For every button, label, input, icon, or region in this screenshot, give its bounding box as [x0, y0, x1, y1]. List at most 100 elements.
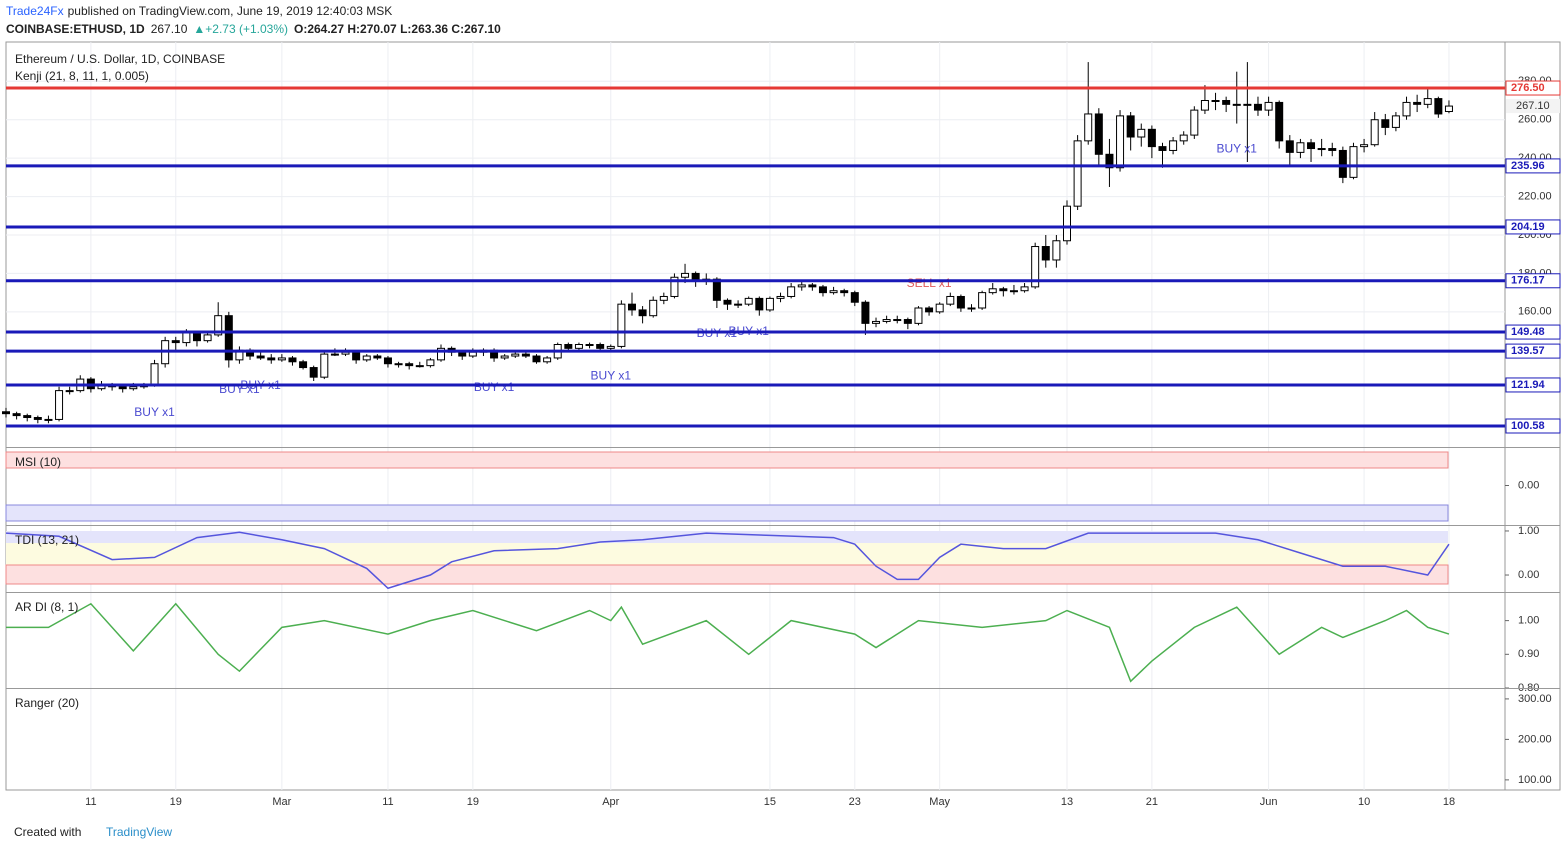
y-tick-label: 1.00: [1518, 615, 1539, 627]
signal-label: BUY x1: [591, 368, 632, 382]
y-tick-label: 1.00: [1518, 525, 1539, 537]
candle-body: [797, 284, 806, 288]
level-label: 100.58: [1511, 420, 1545, 432]
x-tick-label: 18: [1443, 796, 1455, 808]
x-tick-label: 11: [85, 796, 96, 808]
candle-body: [1190, 109, 1199, 136]
candle-body: [670, 276, 679, 297]
candle-body: [776, 295, 785, 299]
candle-body: [882, 319, 891, 322]
candle-body: [925, 307, 934, 313]
candle-body: [256, 355, 265, 359]
candle-body: [2, 411, 10, 415]
signal-label: BUY x1: [1217, 142, 1258, 156]
candle-body: [1328, 148, 1337, 151]
candle-body: [1158, 146, 1167, 151]
candle-body: [1317, 148, 1326, 151]
x-tick-label: Mar: [272, 796, 291, 808]
candle-body: [1349, 146, 1358, 178]
candle-body: [362, 355, 371, 361]
candle-body: [840, 290, 849, 294]
band: [5, 451, 1449, 469]
candle-body: [1434, 98, 1443, 115]
candle-body: [1402, 101, 1411, 117]
candle-body: [299, 361, 308, 369]
candle-body: [829, 290, 838, 294]
candle-body: [1137, 128, 1146, 138]
indicator-line: [6, 602, 1450, 683]
candle-body: [23, 415, 32, 419]
candle-body: [458, 351, 467, 357]
candle-body: [787, 286, 796, 297]
candle-body: [182, 332, 191, 344]
pane-title: TDI (13, 21): [15, 533, 79, 547]
y-tick-label: 0.90: [1518, 648, 1539, 660]
frame: [5, 41, 1561, 791]
band: [5, 504, 1449, 522]
candle-body: [1253, 103, 1262, 111]
candle-body: [352, 351, 361, 361]
candle-body: [468, 351, 477, 357]
candle-body: [914, 307, 923, 324]
candle-body: [1423, 98, 1432, 105]
candle-body: [627, 303, 636, 311]
candle-body: [988, 288, 997, 294]
pane-title: Ranger (20): [15, 696, 79, 710]
candle-body: [415, 365, 424, 368]
candle-body: [946, 295, 955, 305]
chart-title: Ethereum / U.S. Dollar, 1D, COINBASE: [15, 52, 225, 66]
x-tick-label: 19: [467, 796, 479, 808]
candle-body: [1275, 101, 1284, 142]
candle-body: [638, 309, 647, 317]
last-price-tag: [1506, 99, 1560, 114]
candle-body: [288, 357, 297, 363]
candle-body: [373, 355, 382, 359]
candle-body: [1413, 101, 1422, 105]
candle-body: [755, 297, 764, 311]
candle-body: [564, 344, 573, 349]
candle-body: [1211, 100, 1220, 103]
candle-body: [426, 359, 435, 367]
candle-body: [267, 357, 276, 361]
candle-body: [1264, 101, 1273, 111]
candle-body: [171, 340, 180, 344]
level-label: 121.94: [1511, 379, 1546, 391]
candle-body: [118, 386, 127, 390]
candle-body: [1243, 103, 1252, 106]
symbol: COINBASE:ETHUSD, 1D: [6, 22, 145, 36]
candle-body: [1041, 246, 1050, 261]
candle-body: [850, 292, 859, 303]
last-price-label: 267.10: [1516, 100, 1550, 112]
candle-body: [55, 390, 64, 420]
candle-body: [1296, 142, 1305, 153]
x-tick-label: 13: [1061, 796, 1073, 808]
candle-body: [192, 332, 201, 342]
candle-body: [1338, 149, 1347, 178]
candle-body: [1094, 113, 1103, 155]
footer-created: Created with: [14, 825, 81, 839]
signal-label: BUY x1: [134, 405, 175, 419]
indicator-line: [5, 531, 1450, 590]
candle-body: [1073, 140, 1082, 207]
band: [6, 543, 1448, 565]
level-tag: [1505, 377, 1561, 393]
x-tick-label: 10: [1358, 796, 1370, 808]
publisher[interactable]: Trade24Fx: [6, 4, 64, 18]
candle-body: [12, 413, 21, 417]
candle-body: [1222, 100, 1231, 105]
change: ▲+2.73 (+1.03%): [193, 22, 288, 36]
candle-body: [383, 357, 392, 365]
candle-body: [872, 320, 881, 324]
candle-body: [1360, 144, 1369, 148]
candle-body: [330, 353, 339, 356]
level-label: 149.48: [1511, 326, 1545, 338]
candle-body: [1031, 246, 1040, 288]
footer-brand[interactable]: TradingView: [106, 825, 172, 839]
level-label: 235.96: [1511, 160, 1545, 172]
candle-body: [129, 386, 138, 390]
x-tick-label: 19: [170, 796, 182, 808]
level-label: 176.17: [1511, 275, 1545, 287]
x-tick-label: 21: [1146, 796, 1158, 808]
published: published on TradingView.com, June 19, 2…: [68, 4, 393, 18]
candle-body: [712, 278, 721, 301]
